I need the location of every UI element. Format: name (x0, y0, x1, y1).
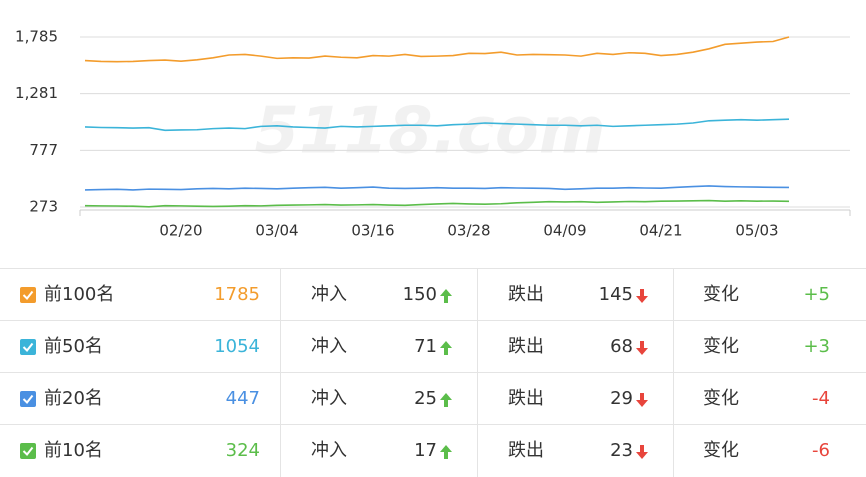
latest-value: 324 (225, 440, 260, 461)
series-line (84, 185, 790, 191)
out-label: 跌出 (508, 284, 544, 305)
latest-value: 1054 (214, 336, 260, 357)
change-value: +3 (803, 336, 830, 357)
in-count: 150 (402, 284, 437, 305)
series-line (84, 118, 790, 132)
in-label: 冲入 (311, 284, 347, 305)
in-count: 17 (414, 440, 437, 461)
change-label: 变化 (703, 440, 739, 461)
change-label: 变化 (703, 284, 739, 305)
checkbox[interactable] (20, 443, 36, 459)
y-tick-label: 1,785 (15, 28, 58, 46)
out-count: 23 (610, 440, 633, 461)
up-arrow (440, 445, 452, 459)
out-count: 68 (610, 336, 633, 357)
out-label: 跌出 (508, 440, 544, 461)
check-mark (22, 394, 34, 405)
up-arrow (440, 289, 452, 303)
in-count: 71 (414, 336, 437, 357)
in-label: 冲入 (311, 440, 347, 461)
y-tick-label: 1,281 (15, 84, 58, 102)
down-arrow (636, 341, 648, 355)
in-count: 25 (414, 388, 437, 409)
checkbox[interactable] (20, 287, 36, 303)
checkbox[interactable] (20, 339, 36, 355)
watermark: 5118.com (254, 95, 605, 169)
x-tick-label: 02/20 (159, 222, 202, 240)
x-tick-label: 03/04 (255, 222, 298, 240)
in-label: 冲入 (311, 388, 347, 409)
change-value: +5 (803, 284, 830, 305)
change-label: 变化 (703, 336, 739, 357)
checkbox[interactable] (20, 391, 36, 407)
out-label: 跌出 (508, 388, 544, 409)
x-tick-label: 05/03 (735, 222, 778, 240)
check-mark (22, 342, 34, 353)
series-name: 前100名 (44, 284, 115, 305)
change-value: -4 (812, 388, 830, 409)
series-name: 前10名 (44, 440, 103, 461)
x-tick-label: 03/28 (447, 222, 490, 240)
table-row: 前10名 324 冲入 17 跌出 23 变化 -6 (0, 424, 866, 477)
change-value: -6 (812, 440, 830, 461)
out-label: 跌出 (508, 336, 544, 357)
in-label: 冲入 (311, 336, 347, 357)
out-count: 145 (598, 284, 633, 305)
y-tick-label: 777 (29, 141, 58, 159)
series-line (84, 199, 790, 208)
down-arrow (636, 393, 648, 407)
check-mark (22, 446, 34, 457)
latest-value: 1785 (214, 284, 260, 305)
x-tick-label: 03/16 (351, 222, 394, 240)
check-mark (22, 290, 34, 301)
out-count: 29 (610, 388, 633, 409)
summary-table: 前100名 1785 冲入 150 跌出 145 变化 +5 前50名 1054… (0, 268, 866, 477)
x-tick-label: 04/09 (543, 222, 586, 240)
table-row: 前50名 1054 冲入 71 跌出 68 变化 +3 (0, 320, 866, 372)
table-row: 前100名 1785 冲入 150 跌出 145 变化 +5 (0, 268, 866, 320)
down-arrow (636, 445, 648, 459)
table-row: 前20名 447 冲入 25 跌出 29 变化 -4 (0, 372, 866, 424)
series-name: 前20名 (44, 388, 103, 409)
up-arrow (440, 341, 452, 355)
x-tick-label: 04/21 (639, 222, 682, 240)
change-label: 变化 (703, 388, 739, 409)
up-arrow (440, 393, 452, 407)
y-tick-label: 273 (29, 198, 58, 216)
chart: 5118.com 273 777 1,281 1,785 02/20 03/04 03/16… (15, 28, 851, 240)
down-arrow (636, 289, 648, 303)
series-line (84, 36, 790, 63)
series-name: 前50名 (44, 336, 103, 357)
latest-value: 447 (225, 388, 260, 409)
